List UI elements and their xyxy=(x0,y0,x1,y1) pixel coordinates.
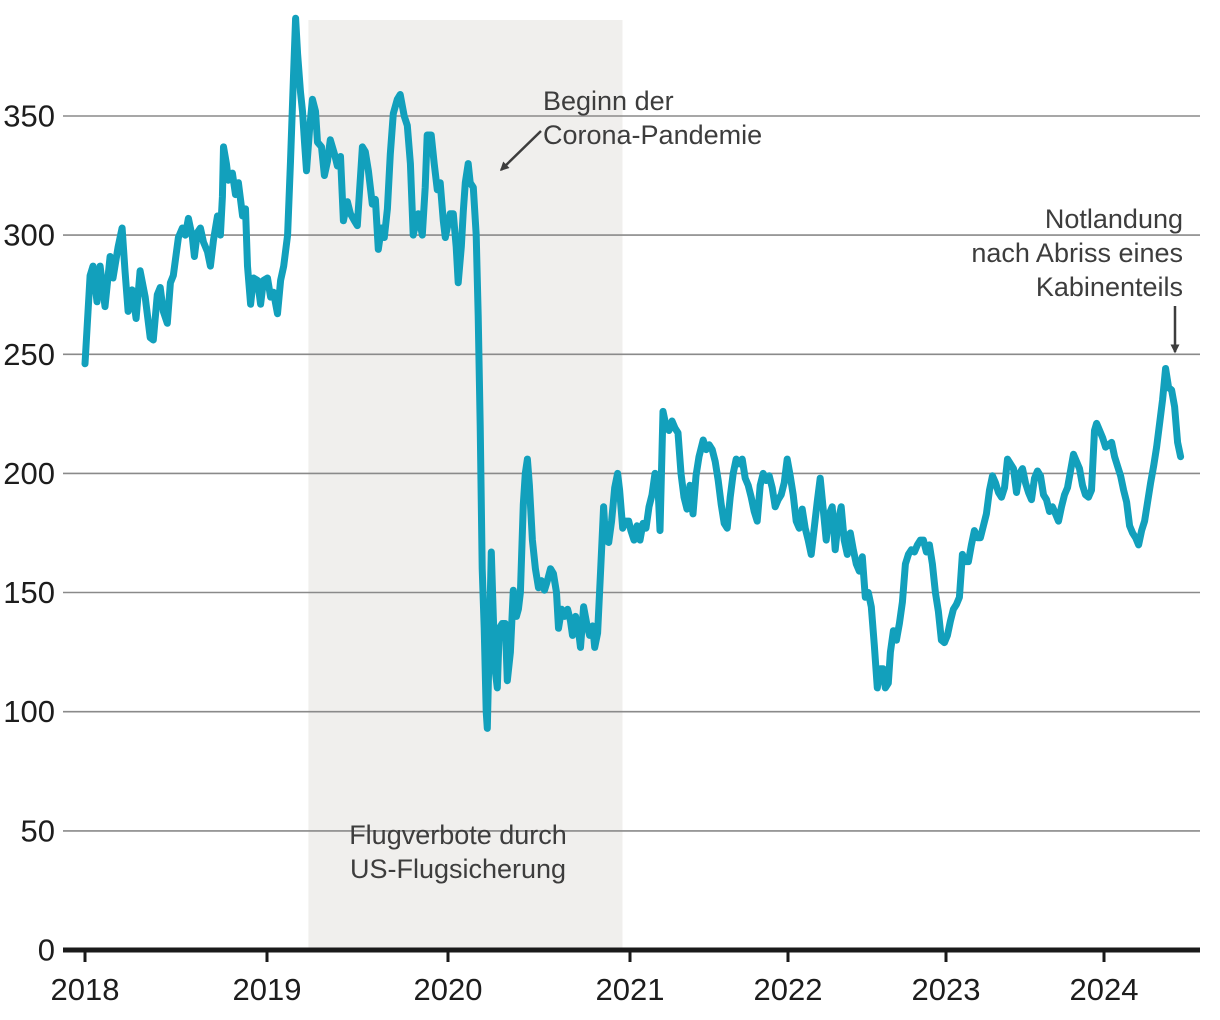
y-axis-label: 0 xyxy=(38,933,55,968)
y-axis-label: 350 xyxy=(3,99,55,134)
annotation-line: nach Abriss eines xyxy=(971,238,1183,268)
y-axis-label: 50 xyxy=(21,813,55,848)
x-axis-label: 2021 xyxy=(596,972,665,1007)
x-axis-label: 2019 xyxy=(233,972,302,1007)
cabin-annotation: Notlandung nach Abriss eines Kabinenteil… xyxy=(971,202,1183,304)
grounding-annotation: Flugverbote durch US-Flugsicherung xyxy=(330,818,586,886)
annotation-line: US-Flugsicherung xyxy=(349,854,567,884)
x-axis-label: 2022 xyxy=(754,972,823,1007)
price-line xyxy=(81,14,1185,732)
annotation-line: Kabinenteils xyxy=(1035,272,1183,302)
annotation-line: Beginn der xyxy=(543,86,674,116)
x-axis-label: 2024 xyxy=(1070,972,1139,1007)
annotation-line: Notlandung xyxy=(1044,204,1183,234)
x-axis-label: 2018 xyxy=(51,972,120,1007)
corona-arrow xyxy=(499,130,542,172)
y-axis-label: 200 xyxy=(3,456,55,491)
flight-ban-shaded-region xyxy=(308,20,623,948)
y-axis-label: 300 xyxy=(3,218,55,253)
annotation-line: Flugverbote durch xyxy=(349,820,567,850)
annotation-line: Corona-Pandemie xyxy=(543,120,763,150)
x-axis-label: 2023 xyxy=(912,972,981,1007)
y-axis-label: 100 xyxy=(3,694,55,729)
x-axis-label: 2020 xyxy=(414,972,483,1007)
y-axis-label: 250 xyxy=(3,337,55,372)
y-axis-label: 150 xyxy=(3,575,55,610)
corona-annotation: Beginn der Corona-Pandemie xyxy=(543,84,762,152)
